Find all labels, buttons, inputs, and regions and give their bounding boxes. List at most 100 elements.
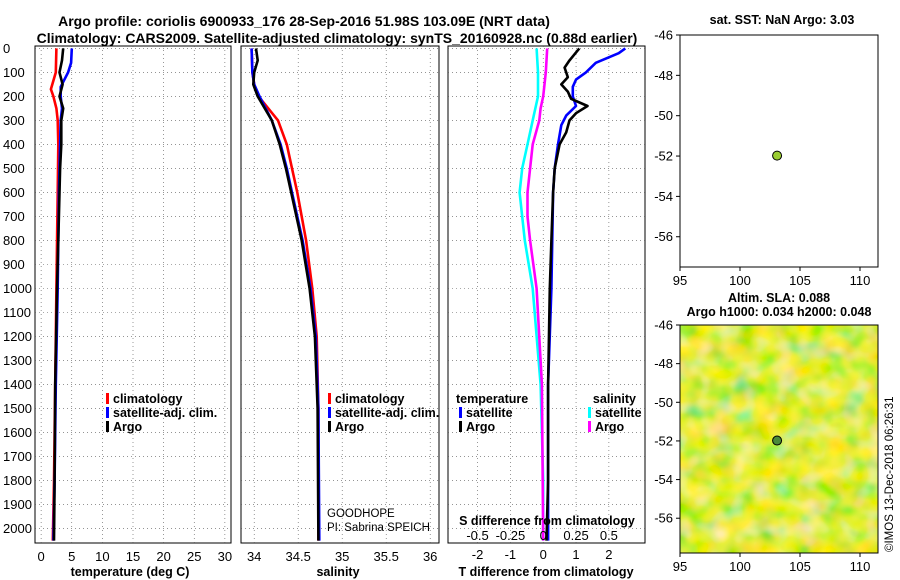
map-y-tick-label: -50	[654, 108, 673, 123]
figure-title-line2: Climatology: CARS2009. Satellite-adjuste…	[37, 30, 638, 46]
depth-tick-label: 2000	[3, 521, 32, 536]
legend-swatch-climatology	[106, 393, 109, 404]
legend-label-s-argo: Argo	[595, 420, 625, 434]
legend-swatch-satellite	[106, 407, 109, 418]
sla-map-title-line2: Argo h1000: 0.034 h2000: 0.048	[687, 305, 872, 319]
x-tick-label: 35	[335, 549, 349, 564]
x-tick-label: 35.5	[374, 549, 399, 564]
map-y-tick-label: -56	[654, 229, 673, 244]
x-tick-label: 5	[68, 549, 75, 564]
legend-label-climatology: climatology	[335, 392, 405, 406]
legend-label-satellite: satellite-adj. clim.	[335, 406, 439, 420]
map-x-tick-label: 110	[850, 559, 871, 574]
depth-tick-label: 1500	[3, 401, 32, 416]
depth-tick-label: 900	[3, 257, 25, 272]
s-tick-label: -0.5	[466, 528, 488, 543]
depth-tick-label: 600	[3, 185, 25, 200]
depth-tick-label: 200	[3, 89, 25, 104]
temperature-xlabel: temperature (deg C)	[71, 565, 190, 579]
x-tick-label: 20	[156, 549, 170, 564]
t-difference-xlabel: T difference from climatology	[458, 565, 633, 579]
legend-swatch-t-satellite	[459, 407, 462, 418]
depth-tick-label: 1400	[3, 377, 32, 392]
salinity-legend: climatology satellite-adj. clim. Argo	[328, 392, 439, 434]
series-line-argo	[252, 48, 320, 541]
x-tick-label: 0	[38, 549, 45, 564]
depth-tick-label: 700	[3, 209, 25, 224]
depth-tick-label: 100	[3, 65, 25, 80]
depth-axis: 0 100 200 300 400 500 600 700 800 900 1000 1100 1200…	[3, 41, 32, 536]
sst-map-frame	[679, 34, 879, 268]
legend-label-t-argo: Argo	[466, 420, 496, 434]
legend-label-s-satellite: satellite	[595, 406, 642, 420]
depth-tick-label: 1800	[3, 473, 32, 488]
x-tick-label: 10	[95, 549, 109, 564]
map-y-tick-label: -52	[654, 433, 673, 448]
map-x-tick-label: 100	[729, 559, 751, 574]
x-tick-label: 25	[187, 549, 201, 564]
legend-swatch-t-argo	[459, 421, 462, 432]
depth-tick-label: 1300	[3, 353, 32, 368]
map-x-tick-label: 110	[850, 273, 871, 288]
map-x-tick-label: 95	[673, 273, 687, 288]
depth-tick-label: 0	[3, 41, 10, 56]
legend-swatch-argo	[328, 421, 331, 432]
legend-title-salinity: salinity	[593, 392, 636, 406]
argo-position-marker	[772, 435, 783, 446]
legend-label-argo: Argo	[335, 420, 365, 434]
series-line-climatology	[250, 48, 320, 541]
map-x-tick-label: 95	[673, 559, 687, 574]
x-tick-label: 30	[218, 549, 232, 564]
depth-tick-label: 1100	[3, 305, 31, 320]
x-tick-label: 34.5	[286, 549, 311, 564]
map-y-tick-label: -56	[654, 511, 673, 526]
sst-map-title: sat. SST: NaN Argo: 3.03	[710, 13, 855, 27]
imos-credit: ©IMOS 13-Dec-2018 06:26:31	[884, 396, 896, 552]
depth-tick-label: 1600	[3, 425, 32, 440]
project-note: GOODHOPE	[327, 508, 395, 520]
map-x-tick-label: 105	[789, 273, 811, 288]
x-tick-label: -1	[505, 547, 517, 562]
series-line-argo	[52, 48, 65, 541]
depth-tick-label: 1700	[3, 449, 32, 464]
x-tick-label: 15	[126, 549, 140, 564]
grid-layer	[35, 46, 645, 543]
depth-tick-label: 400	[3, 137, 25, 152]
x-tick-label: 1	[572, 547, 579, 562]
map-y-tick-label: -54	[654, 189, 673, 204]
map-x-tick-label: 105	[789, 559, 811, 574]
depth-tick-label: 1900	[3, 497, 32, 512]
series-line-t-argo	[545, 47, 589, 541]
sla-map-layer: -46 -48 -50 -52 -54 -56 95 100 105 110	[654, 318, 870, 575]
map-y-tick-label: -52	[654, 149, 673, 164]
x-tick-label: 36	[423, 549, 437, 564]
sla-map-title-line1: Altim. SLA: 0.088	[728, 291, 830, 305]
s-tick-label: 0.25	[563, 528, 588, 543]
legend-swatch-argo	[106, 421, 109, 432]
depth-tick-label: 300	[3, 113, 25, 128]
legend-swatch-satellite	[328, 407, 331, 418]
s-tick-label: -0.25	[496, 528, 526, 543]
legend-swatch-s-argo	[588, 421, 591, 432]
salinity-xlabel: salinity	[316, 565, 359, 579]
difference-panel-frame	[447, 45, 646, 544]
sla-map-frame	[679, 324, 879, 554]
legend-label-climatology: climatology	[113, 392, 183, 406]
depth-tick-label: 1200	[3, 329, 32, 344]
legend-swatch-climatology	[328, 393, 331, 404]
depth-tick-label: 1000	[3, 281, 32, 296]
x-tick-labels: 0 5 10 15 20 25 30 34 34.5 35 35.5 36 -2-0.5-1-0.250…	[38, 528, 618, 564]
legend-label-argo: Argo	[113, 420, 143, 434]
map-y-tick-label: -54	[654, 472, 673, 487]
temperature-legend: climatology satellite-adj. clim. Argo	[106, 392, 217, 434]
x-tick-label: 2	[605, 547, 612, 562]
s-tick-label: 0	[540, 528, 547, 543]
series-line-t-satellite	[546, 47, 627, 541]
x-tick-label: -2	[472, 547, 484, 562]
difference-legend: temperature satellite Argo salinity sate…	[456, 392, 642, 434]
map-x-tick-label: 100	[729, 273, 751, 288]
map-y-tick-label: -46	[654, 28, 673, 43]
series-line-s-argo	[526, 48, 549, 541]
pi-note: PI: Sabrina SPEICH	[327, 522, 430, 534]
